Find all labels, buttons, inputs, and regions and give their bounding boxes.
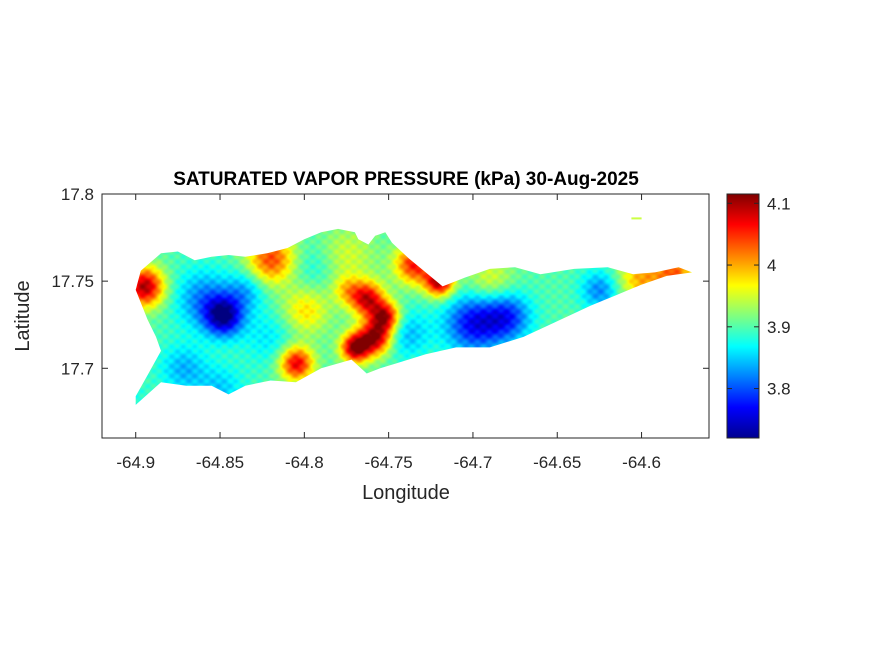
- x-tick-label: -64.7: [454, 453, 493, 472]
- x-tick-label: -64.85: [196, 453, 244, 472]
- x-tick-label: -64.6: [622, 453, 661, 472]
- colorbar-ticks: 3.8 3.9 4 4.1: [727, 194, 791, 399]
- x-tick-label: -64.9: [116, 453, 155, 472]
- y-tick-label: 17.75: [51, 272, 94, 291]
- colorbar-tick-label: 4.1: [767, 194, 791, 213]
- x-tick-label: -64.8: [285, 453, 324, 472]
- colorbar-tick-label: 4: [767, 256, 776, 275]
- x-tick-label: -64.65: [533, 453, 581, 472]
- colorbar: [726, 193, 760, 439]
- y-ticks: 17.7 17.75 17.8: [51, 185, 709, 378]
- y-axis-label: Latitude: [12, 280, 34, 351]
- axes-box: [101, 193, 710, 439]
- x-ticks: -64.9 -64.85 -64.8 -64.75 -64.7 -64.65 -64.6: [116, 194, 661, 472]
- colorbar-tick-label: 3.9: [767, 318, 791, 337]
- colorbar-tick-label: 3.8: [767, 380, 791, 399]
- x-axis-label: Longitude: [362, 482, 450, 504]
- y-tick-label: 17.7: [61, 359, 94, 378]
- y-tick-label: 17.8: [61, 185, 94, 204]
- chart-title: SATURATED VAPOR PRESSURE (kPa) 30-Aug-20…: [173, 169, 639, 190]
- x-tick-label: -64.75: [365, 453, 413, 472]
